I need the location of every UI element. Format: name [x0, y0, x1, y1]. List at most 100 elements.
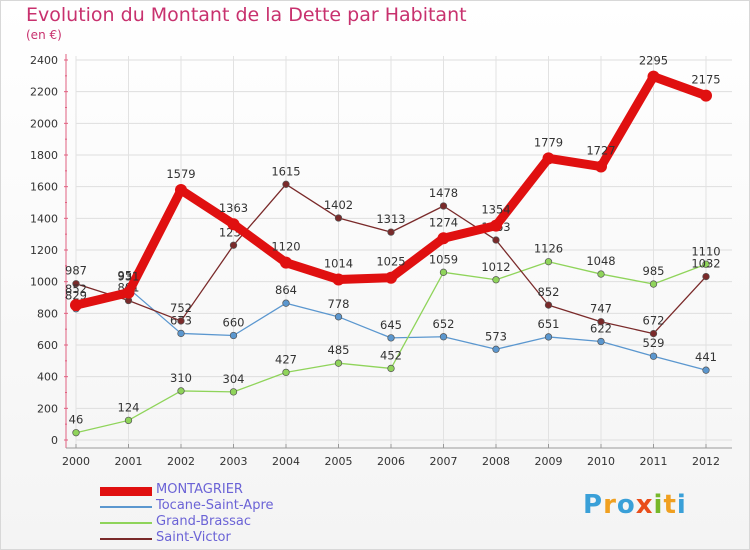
data-label-grand-brassac: 1126	[534, 242, 563, 256]
data-point-grand-brassac	[544, 258, 553, 266]
data-point-montagrier	[70, 299, 82, 312]
data-label-grand-brassac: 124	[118, 400, 140, 414]
data-label-grand-brassac: 985	[643, 264, 665, 278]
data-label-tocane-saint-apre: 778	[328, 297, 350, 311]
data-point-saint-victor	[177, 317, 185, 325]
y-tick-label: 600	[37, 339, 58, 352]
x-tick-label: 2008	[482, 455, 510, 468]
data-label-grand-brassac: 485	[328, 343, 350, 357]
logo-letter: i	[676, 490, 687, 520]
data-point-grand-brassac	[334, 359, 343, 367]
data-point-tocane-saint-apre	[439, 333, 448, 341]
x-tick-label: 2004	[272, 455, 300, 468]
data-label-grand-brassac: 46	[69, 413, 84, 427]
x-tick-label: 2002	[167, 455, 195, 468]
data-label-tocane-saint-apre: 864	[275, 283, 297, 297]
data-label-saint-victor: 1313	[376, 212, 405, 226]
data-label-saint-victor: 987	[65, 264, 87, 278]
data-label-montagrier: 2175	[691, 73, 720, 87]
logo-letter: r	[603, 490, 617, 520]
data-point-montagrier	[542, 152, 555, 165]
legend-label-saint-victor: Saint-Victor	[156, 530, 231, 545]
data-point-tocane-saint-apre	[544, 333, 553, 341]
data-point-tocane-saint-apre	[492, 345, 500, 353]
data-point-grand-brassac	[229, 388, 238, 396]
data-point-saint-victor	[229, 241, 238, 249]
y-tick-label: 2200	[30, 86, 58, 99]
x-tick-label: 2011	[640, 455, 668, 468]
y-tick-label: 1400	[30, 212, 58, 225]
data-point-grand-brassac	[439, 268, 448, 276]
data-label-montagrier: 1779	[534, 135, 563, 149]
data-point-tocane-saint-apre	[649, 352, 658, 360]
data-label-montagrier: 931	[118, 270, 140, 284]
data-point-montagrier	[490, 219, 502, 232]
data-label-tocane-saint-apre: 622	[590, 322, 612, 336]
data-point-montagrier	[385, 271, 397, 284]
data-point-grand-brassac	[702, 260, 710, 268]
legend-label-montagrier: MONTAGRIER	[156, 482, 243, 497]
data-label-tocane-saint-apre: 529	[643, 336, 665, 350]
data-point-tocane-saint-apre	[387, 334, 395, 342]
legend-label-tocane-saint-apre: Tocane-Saint-Apre	[156, 498, 274, 513]
data-point-montagrier	[227, 218, 240, 231]
data-label-montagrier: 1025	[376, 255, 405, 269]
data-label-grand-brassac: 452	[380, 348, 402, 362]
data-point-montagrier	[647, 70, 660, 83]
data-label-grand-brassac: 1012	[481, 260, 510, 274]
data-point-saint-victor	[439, 202, 448, 210]
data-point-tocane-saint-apre	[334, 313, 343, 321]
y-tick-label: 2000	[30, 117, 58, 130]
data-point-grand-brassac	[387, 364, 395, 373]
x-tick-label: 2005	[325, 455, 353, 468]
data-point-saint-victor	[544, 301, 553, 309]
data-label-tocane-saint-apre: 660	[223, 316, 245, 330]
data-label-saint-victor: 1402	[324, 198, 353, 212]
data-label-montagrier: 1014	[324, 256, 353, 270]
data-point-montagrier	[280, 256, 292, 269]
x-tick-label: 2010	[587, 455, 615, 468]
data-label-saint-victor: 752	[170, 301, 192, 315]
data-point-grand-brassac	[597, 270, 605, 278]
data-label-grand-brassac: 1110	[691, 244, 720, 258]
data-label-tocane-saint-apre: 652	[433, 317, 455, 331]
legend-label-grand-brassac: Grand-Brassac	[156, 514, 251, 529]
x-tick-label: 2009	[535, 455, 563, 468]
data-point-saint-victor	[597, 318, 605, 326]
data-point-saint-victor	[72, 280, 80, 288]
data-point-tocane-saint-apre	[229, 331, 238, 340]
data-point-tocane-saint-apre	[282, 299, 290, 307]
logo-letter: t	[663, 490, 677, 520]
data-point-grand-brassac	[282, 368, 290, 377]
data-point-saint-victor	[649, 329, 658, 338]
legend-swatch-grand-brassac	[100, 522, 152, 524]
logo-letter: o	[616, 490, 636, 520]
data-point-saint-victor	[282, 180, 290, 188]
logo-letter: x	[635, 490, 654, 520]
y-tick-label: 2400	[30, 54, 58, 67]
data-point-tocane-saint-apre	[702, 366, 710, 374]
data-point-grand-brassac	[72, 429, 80, 437]
data-label-grand-brassac: 1059	[429, 252, 458, 266]
data-point-saint-victor	[334, 214, 343, 222]
data-label-saint-victor: 1032	[691, 257, 720, 271]
x-tick-label: 2000	[62, 455, 90, 468]
data-label-montagrier: 2295	[639, 54, 668, 68]
data-point-grand-brassac	[124, 416, 133, 425]
data-point-grand-brassac	[492, 276, 500, 284]
data-label-montagrier: 1120	[271, 240, 300, 254]
legend-swatch-montagrier	[100, 487, 152, 496]
y-tick-label: 1800	[30, 149, 58, 162]
data-label-montagrier: 1274	[429, 215, 458, 229]
data-label-saint-victor: 672	[643, 314, 665, 328]
x-tick-label: 2001	[115, 455, 143, 468]
data-point-saint-victor	[702, 272, 710, 281]
x-tick-label: 2003	[220, 455, 248, 468]
logo-letter: i	[653, 490, 664, 520]
data-label-montagrier: 852	[65, 282, 87, 296]
y-tick-label: 1200	[30, 244, 58, 257]
data-label-saint-victor: 1478	[429, 186, 458, 200]
data-point-montagrier	[595, 160, 607, 173]
data-label-tocane-saint-apre: 645	[380, 318, 402, 332]
y-tick-label: 400	[37, 371, 58, 384]
